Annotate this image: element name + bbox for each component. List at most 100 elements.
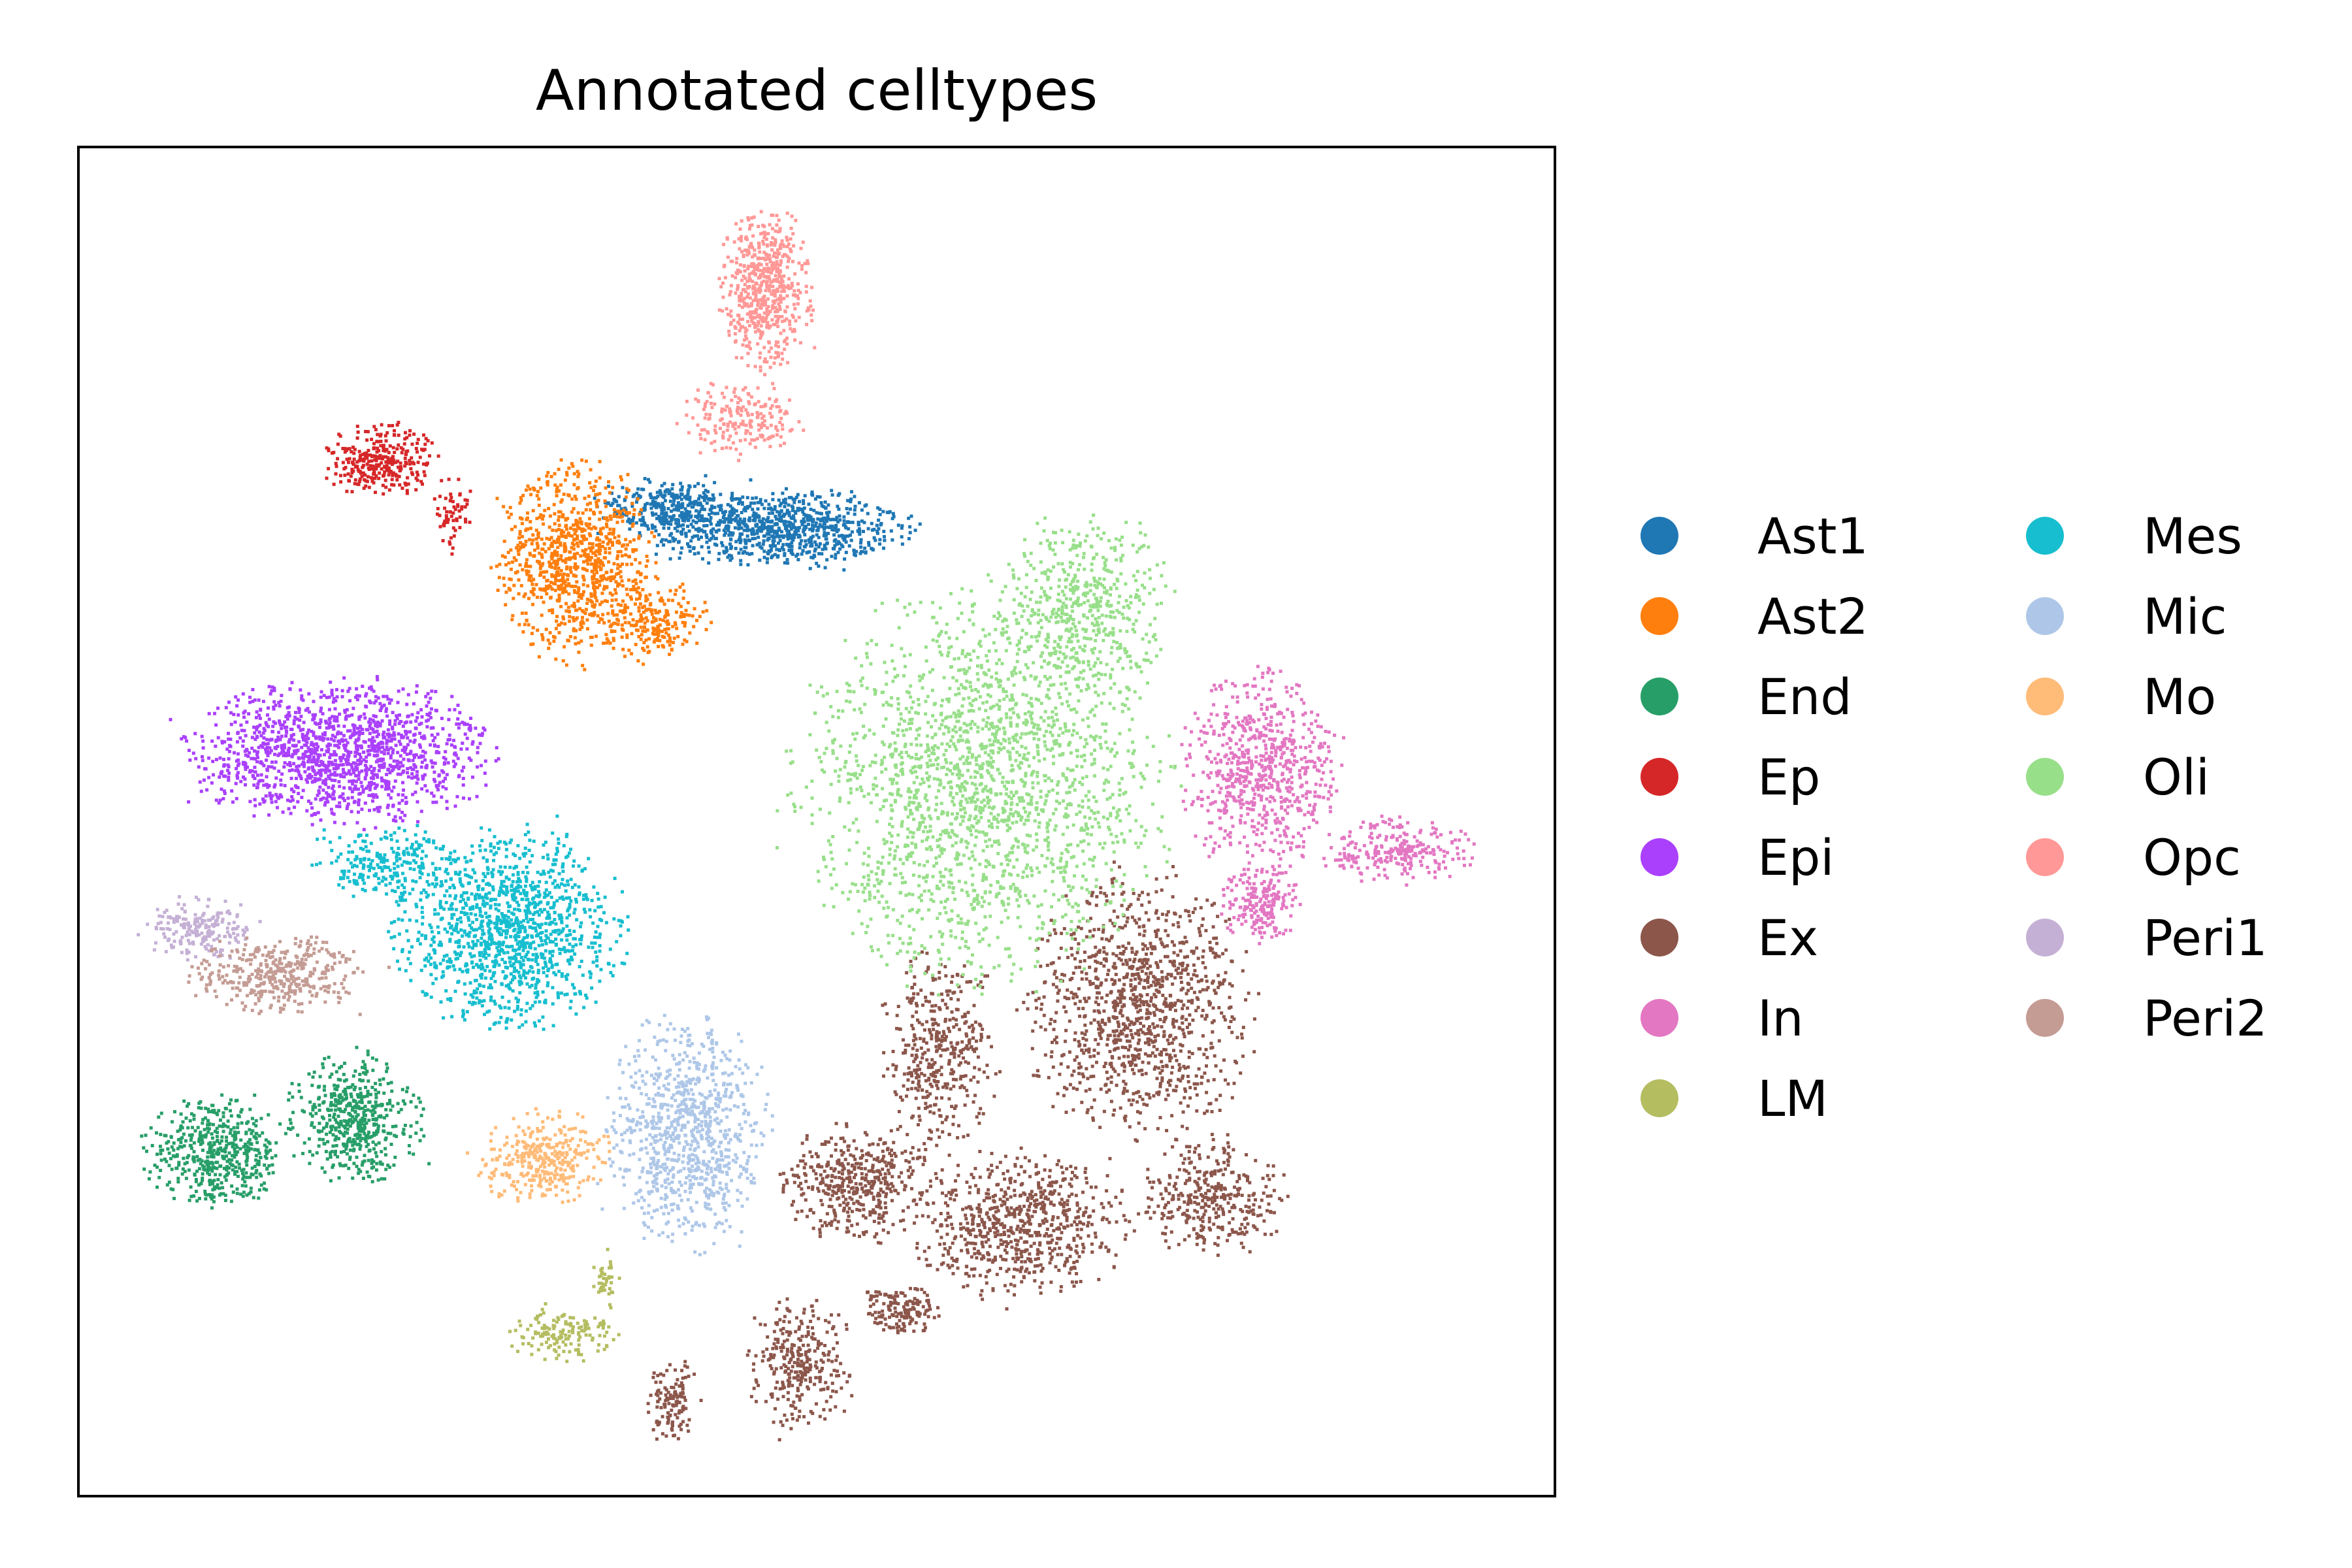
point [212, 1111, 216, 1115]
point [382, 444, 385, 448]
point [348, 769, 351, 773]
point [324, 777, 328, 781]
point [342, 786, 346, 790]
point [557, 557, 561, 561]
point [834, 556, 838, 560]
point [331, 753, 335, 757]
point [813, 549, 817, 553]
point [344, 758, 348, 761]
point [364, 430, 368, 433]
point [342, 1150, 346, 1153]
point [267, 1140, 270, 1144]
point [517, 623, 521, 627]
point [623, 497, 627, 501]
point [224, 1107, 228, 1111]
point [388, 723, 391, 726]
point [385, 745, 389, 749]
point [808, 527, 812, 531]
point [200, 734, 204, 738]
point [223, 740, 227, 743]
point [467, 727, 471, 730]
point [727, 533, 731, 537]
point [750, 551, 754, 555]
point [165, 1141, 169, 1145]
point [401, 725, 405, 728]
point [662, 508, 666, 512]
point [645, 555, 649, 558]
point [310, 813, 314, 817]
point [276, 738, 280, 742]
point [677, 522, 681, 526]
point [639, 580, 643, 583]
point [586, 562, 590, 566]
point [637, 534, 641, 538]
point [900, 542, 904, 546]
point [767, 502, 771, 506]
point [165, 1183, 169, 1187]
point [359, 762, 363, 766]
point [272, 766, 276, 770]
point [194, 1177, 198, 1181]
point [628, 527, 632, 531]
point [346, 472, 350, 476]
point [525, 488, 528, 492]
point [195, 1169, 199, 1173]
point [559, 579, 563, 583]
point [384, 460, 388, 464]
point [844, 526, 848, 530]
point [427, 718, 431, 722]
point [666, 627, 670, 630]
point [814, 521, 818, 525]
point [342, 1142, 345, 1146]
point [343, 1079, 346, 1083]
point [256, 782, 260, 786]
point [578, 607, 582, 611]
point [147, 1177, 151, 1181]
point [378, 1083, 382, 1086]
point [364, 1137, 368, 1140]
point [257, 1188, 261, 1192]
point [567, 582, 571, 586]
point [357, 480, 361, 483]
point [608, 625, 612, 629]
point [625, 512, 629, 515]
point [194, 1180, 198, 1183]
point [595, 538, 598, 542]
point [194, 1190, 198, 1194]
point [595, 504, 599, 508]
point [374, 694, 378, 698]
point [691, 614, 694, 618]
point [559, 483, 563, 487]
point [785, 487, 788, 491]
point [395, 759, 399, 763]
point [690, 505, 694, 509]
point [206, 1171, 210, 1175]
point [517, 547, 521, 551]
point [593, 485, 596, 489]
point [357, 1171, 361, 1175]
point [632, 624, 636, 628]
point [668, 499, 672, 503]
point [598, 565, 602, 569]
point [224, 1178, 228, 1182]
point [421, 462, 425, 466]
point [785, 529, 789, 532]
point [418, 455, 422, 459]
point [248, 751, 251, 755]
point [801, 549, 805, 553]
point [720, 520, 724, 524]
point [381, 483, 385, 487]
point [251, 1129, 255, 1133]
point [374, 1100, 378, 1104]
point [545, 585, 548, 589]
point [240, 1121, 244, 1125]
point [812, 508, 816, 512]
point [249, 1190, 253, 1194]
point [378, 463, 382, 466]
point [849, 497, 853, 501]
point [261, 731, 265, 735]
point [413, 764, 417, 768]
point [787, 520, 791, 524]
point [328, 1075, 332, 1079]
point [649, 496, 653, 500]
